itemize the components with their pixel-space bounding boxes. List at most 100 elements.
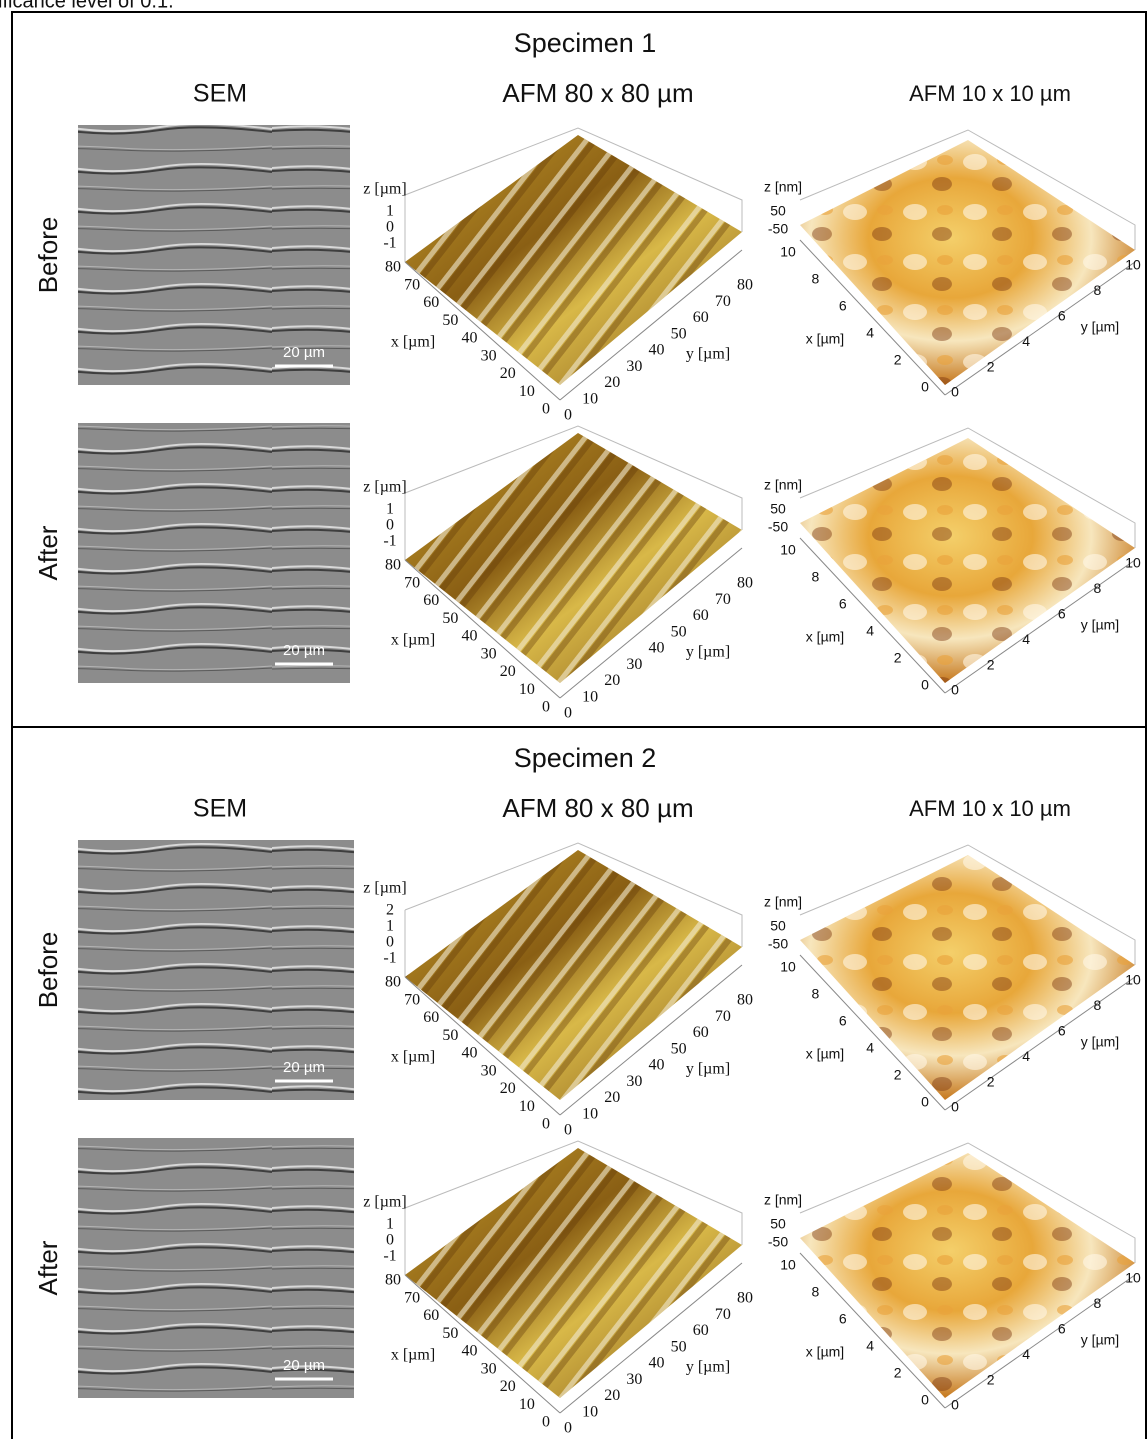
z-tick-label: 0: [386, 219, 394, 236]
row-label: Before: [33, 932, 63, 1009]
z-axis-label: z [µm]: [363, 880, 406, 897]
x-tick-label: 8: [812, 1284, 820, 1300]
z-tick-label: -1: [383, 235, 396, 252]
z-tick-label: -1: [383, 950, 396, 967]
x-tick-label: 20: [500, 663, 516, 680]
x-tick-label: 2: [894, 1365, 902, 1381]
y-tick-label: 4: [1022, 1048, 1030, 1064]
x-tick-label: 70: [404, 574, 420, 591]
z-axis-label: z [µm]: [363, 479, 406, 496]
column-header: SEM: [193, 795, 247, 823]
scale-bar-label: 20 µm: [283, 1357, 325, 1374]
x-tick-label: 30: [481, 1360, 497, 1377]
y-axis-label: y [µm]: [686, 644, 730, 661]
y-tick-label: 50: [671, 325, 687, 342]
z-tick-label: -50: [768, 1234, 788, 1250]
x-tick-label: 50: [442, 312, 458, 329]
z-tick-label: 0: [386, 1232, 394, 1249]
x-tick-label: 10: [780, 542, 796, 558]
z-tick-label: -1: [383, 1248, 396, 1265]
x-tick-label: 6: [839, 1311, 847, 1327]
y-tick-label: 70: [715, 293, 731, 310]
x-tick-label: 60: [423, 294, 439, 311]
x-tick-label: 0: [542, 1116, 550, 1133]
x-tick-label: 0: [542, 401, 550, 418]
x-tick-label: 8: [812, 569, 820, 585]
x-tick-label: 40: [462, 1045, 478, 1062]
x-tick-label: 20: [500, 1378, 516, 1395]
y-tick-label: 40: [649, 1057, 665, 1074]
x-tick-label: 0: [542, 1414, 550, 1431]
x-axis-label: x [µm]: [806, 1344, 844, 1360]
x-tick-label: 40: [462, 330, 478, 347]
z-tick-label: -50: [768, 519, 788, 535]
z-tick-label: 1: [386, 203, 394, 220]
y-tick-label: 30: [626, 358, 642, 375]
x-tick-label: 0: [921, 1392, 929, 1408]
afm-texture: [800, 1153, 1135, 1398]
z-tick-label: 1: [386, 918, 394, 935]
y-tick-label: 80: [737, 277, 753, 294]
z-axis-label: z [nm]: [764, 179, 802, 195]
x-tick-label: 30: [481, 1062, 497, 1079]
y-tick-label: 0: [951, 682, 959, 698]
y-tick-label: 0: [564, 1122, 572, 1139]
y-tick-label: 4: [1022, 333, 1030, 349]
x-tick-label: 10: [519, 1098, 535, 1115]
x-tick-label: 0: [921, 677, 929, 693]
x-tick-label: 70: [404, 991, 420, 1008]
y-tick-label: 0: [564, 407, 572, 424]
x-tick-label: 4: [866, 1338, 874, 1354]
x-tick-label: 40: [462, 628, 478, 645]
y-tick-label: 30: [626, 1371, 642, 1388]
column-header: SEM: [193, 80, 247, 108]
y-axis-label: y [µm]: [1081, 1034, 1119, 1050]
x-tick-label: 70: [404, 1289, 420, 1306]
z-tick-label: -50: [768, 221, 788, 237]
y-tick-label: 40: [649, 342, 665, 359]
y-tick-label: 80: [737, 992, 753, 1009]
row-label: After: [33, 1240, 63, 1295]
z-tick-label: 1: [386, 501, 394, 518]
row-label: Before: [33, 217, 63, 294]
x-tick-label: 2: [894, 650, 902, 666]
y-tick-label: 50: [671, 623, 687, 640]
y-tick-label: 10: [582, 1105, 598, 1122]
y-tick-label: 10: [1125, 257, 1141, 273]
x-axis-label: x [µm]: [391, 1049, 435, 1066]
y-tick-label: 30: [626, 1073, 642, 1090]
x-axis-label: x [µm]: [391, 632, 435, 649]
x-tick-label: 60: [423, 1307, 439, 1324]
y-axis-label: y [µm]: [686, 1061, 730, 1078]
x-axis-label: x [µm]: [806, 629, 844, 645]
x-tick-label: 60: [423, 592, 439, 609]
y-tick-label: 2: [987, 1073, 995, 1089]
y-tick-label: 20: [604, 1089, 620, 1106]
x-axis-label: x [µm]: [806, 331, 844, 347]
x-axis-label: x [µm]: [391, 334, 435, 351]
y-tick-label: 60: [693, 1024, 709, 1041]
y-tick-label: 20: [604, 672, 620, 689]
x-tick-label: 50: [442, 1027, 458, 1044]
z-tick-label: -50: [768, 936, 788, 952]
figure: ificance level of 0.1.Specimen 1SEMAFM 8…: [0, 0, 1147, 1439]
z-tick-label: 0: [386, 934, 394, 951]
scale-bar-label: 20 µm: [283, 642, 325, 659]
y-tick-label: 8: [1094, 997, 1102, 1013]
x-tick-label: 40: [462, 1343, 478, 1360]
y-axis-label: y [µm]: [1081, 617, 1119, 633]
y-tick-label: 30: [626, 656, 642, 673]
x-tick-label: 4: [866, 325, 874, 341]
y-tick-label: 70: [715, 1008, 731, 1025]
y-tick-label: 8: [1094, 580, 1102, 596]
y-tick-label: 4: [1022, 631, 1030, 647]
x-tick-label: 0: [921, 1094, 929, 1110]
y-tick-label: 6: [1058, 1321, 1066, 1337]
scale-bar-label: 20 µm: [283, 344, 325, 361]
x-tick-label: 10: [780, 959, 796, 975]
y-axis-label: y [µm]: [1081, 1332, 1119, 1348]
y-tick-label: 0: [951, 1397, 959, 1413]
z-tick-label: 2: [386, 902, 394, 919]
x-tick-label: 8: [812, 271, 820, 287]
x-tick-label: 10: [519, 681, 535, 698]
